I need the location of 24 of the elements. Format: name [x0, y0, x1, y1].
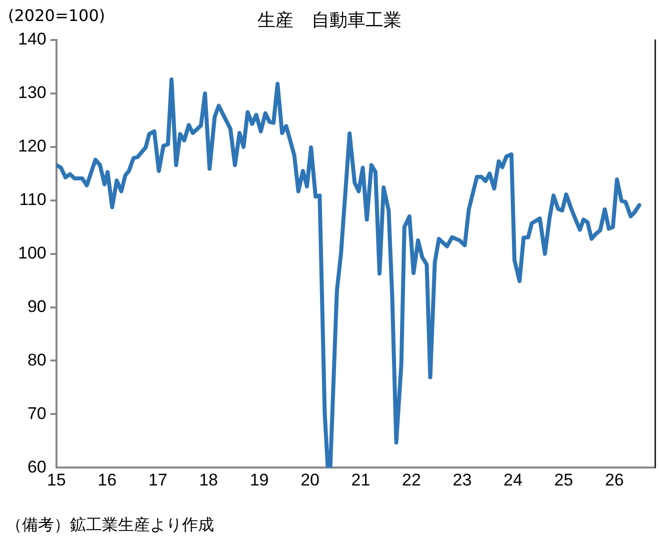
x-tick-label: 21	[351, 470, 370, 490]
y-axis-title: (2020=100)	[8, 6, 106, 25]
x-tick-label: 22	[402, 470, 421, 490]
y-tick-label: 100	[18, 243, 46, 262]
x-tick-label: 15	[46, 470, 66, 490]
chart-title: 生産 自動車工業	[258, 10, 402, 31]
x-tick-label: 24	[503, 470, 522, 490]
y-tick-label: 140	[18, 30, 46, 49]
x-tick-label: 26	[604, 470, 624, 490]
y-tick-label: 70	[27, 404, 46, 423]
x-tick-label: 18	[199, 470, 218, 490]
y-tick-label: 110	[19, 190, 46, 210]
y-tick-label: 120	[18, 136, 46, 156]
x-tick-label: 23	[452, 470, 472, 490]
text: （備考）鉱工業生産より作成	[6, 515, 214, 536]
x-tick-label: 17	[148, 470, 168, 490]
y-tick-label: 130	[18, 83, 46, 102]
x-tick-label: 19	[250, 470, 269, 490]
y-tick-label: 90	[27, 296, 46, 316]
y-tick-label: 60	[27, 457, 46, 476]
x-tick-label: 16	[98, 470, 117, 490]
x-tick-label: 20	[300, 470, 320, 490]
x-tick-label: 25	[554, 470, 574, 490]
y-tick-label: 80	[27, 350, 46, 370]
